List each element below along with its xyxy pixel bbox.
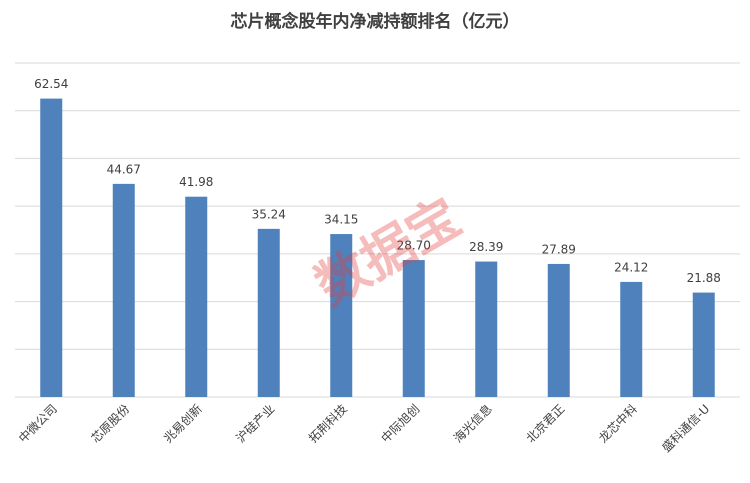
x-tick-label: 海光信息: [450, 401, 495, 446]
bar: [402, 260, 425, 397]
value-label: 28.39: [469, 240, 503, 254]
bar: [547, 263, 570, 397]
value-label: 62.54: [34, 77, 68, 91]
bar: [692, 292, 715, 397]
x-tick-label: 北京君正: [523, 402, 567, 446]
bar: [112, 183, 135, 397]
x-tick-label: 盛科通信-U: [659, 401, 713, 455]
x-tick-label: 中微公司: [15, 401, 60, 446]
x-tick-label: 拓荆科技: [306, 402, 350, 446]
x-tick-label: 芯原股份: [88, 402, 132, 446]
value-label: 44.67: [107, 162, 141, 176]
bar: [257, 228, 280, 397]
bar: [620, 281, 643, 397]
x-tick-label: 龙芯中科: [595, 401, 640, 446]
bar: [40, 98, 63, 398]
value-label: 41.98: [179, 175, 213, 189]
value-label: 35.24: [252, 207, 286, 221]
bar: [475, 261, 498, 397]
value-label: 27.89: [542, 242, 576, 256]
bar: [185, 196, 208, 397]
value-label: 34.15: [324, 213, 358, 227]
x-tick-label: 沪硅产业: [233, 402, 277, 446]
chart-title: 芯片概念股年内净减持额排名（亿元）: [231, 11, 520, 32]
value-label: 21.88: [687, 271, 721, 285]
value-label: 28.70: [397, 239, 431, 253]
x-tick-label: 兆易创新: [160, 401, 205, 446]
x-tick-label: 中际旭创: [378, 401, 423, 446]
watermark: 数据宝: [306, 187, 471, 317]
value-label: 24.12: [614, 260, 648, 274]
bar: [330, 234, 353, 397]
